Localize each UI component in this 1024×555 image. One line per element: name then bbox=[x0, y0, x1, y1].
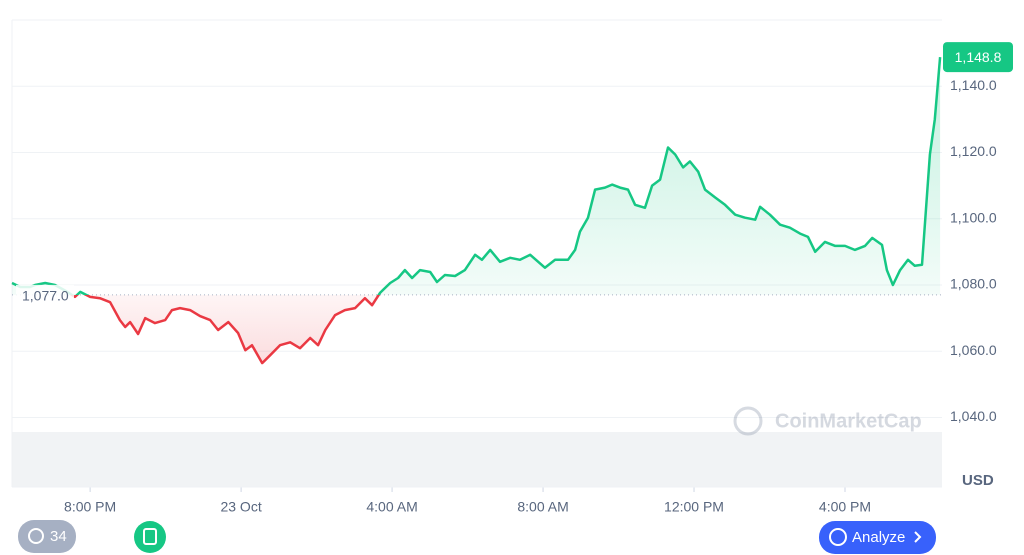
x-tick-label: 8:00 PM bbox=[64, 499, 116, 515]
analyze-button[interactable]: Analyze bbox=[819, 521, 936, 554]
y-tick-label: 1,040.0 bbox=[950, 408, 997, 424]
baseline-label: 1,077.0 bbox=[22, 288, 69, 304]
notes-button[interactable] bbox=[134, 521, 166, 553]
x-tick-label: 23 Oct bbox=[220, 499, 261, 515]
watermark: CoinMarketCap bbox=[733, 406, 922, 436]
last-price-label: 1,148.8 bbox=[955, 49, 1002, 65]
history-button[interactable]: 34 bbox=[18, 520, 76, 553]
x-tick-label: 4:00 PM bbox=[819, 499, 871, 515]
y-axis-label: USD bbox=[962, 472, 994, 489]
y-tick-label: 1,120.0 bbox=[950, 143, 997, 159]
x-tick-label: 4:00 AM bbox=[366, 499, 417, 515]
y-tick-label: 1,080.0 bbox=[950, 276, 997, 292]
watermark-text: CoinMarketCap bbox=[775, 410, 922, 432]
analyze-label: Analyze bbox=[852, 529, 905, 546]
y-tick-label: 1,100.0 bbox=[950, 209, 997, 225]
y-tick-label: 1,060.0 bbox=[950, 342, 997, 358]
baseline-label-bg bbox=[16, 284, 74, 305]
volume-band bbox=[12, 432, 942, 487]
area bbox=[12, 57, 941, 364]
x-tick-label: 8:00 AM bbox=[517, 499, 568, 515]
last-price-bg bbox=[943, 42, 1013, 73]
price-line bbox=[11, 56, 942, 365]
y-tick-label: 1,140.0 bbox=[950, 77, 997, 93]
history-count: 34 bbox=[50, 528, 67, 545]
x-tick-label: 12:00 PM bbox=[664, 499, 724, 515]
